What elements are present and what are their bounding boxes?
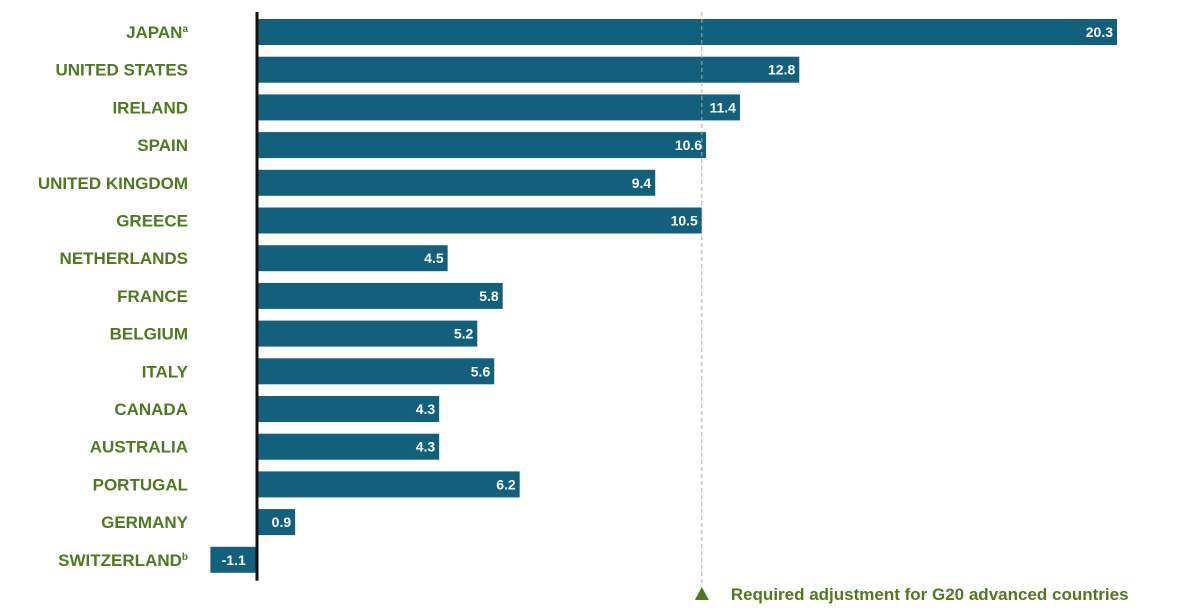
bar <box>257 207 702 234</box>
bar <box>257 282 503 309</box>
bar <box>257 509 296 536</box>
bar-value-label: 4.3 <box>416 439 436 455</box>
bar <box>257 433 440 460</box>
category-label: IRELAND <box>112 98 188 117</box>
legend: Required adjustment for G20 advanced cou… <box>694 585 1129 604</box>
legend-label: Required adjustment for G20 advanced cou… <box>731 585 1129 604</box>
category-label: SWITZERLANDb <box>58 551 188 570</box>
bar-value-label: -1.1 <box>222 552 246 568</box>
bar <box>210 546 257 573</box>
bar <box>257 320 478 347</box>
category-label: FRANCE <box>117 287 188 306</box>
category-label: GREECE <box>116 212 188 231</box>
category-label: PORTUGAL <box>93 475 188 494</box>
bar-value-label: 6.2 <box>496 476 516 492</box>
bar-value-label: 9.4 <box>632 175 652 191</box>
bar-value-label: 4.3 <box>416 401 436 417</box>
bar <box>257 358 495 385</box>
bar <box>257 132 707 159</box>
category-labels: JAPANa UNITED STATES IRELAND SPAIN UNITED KI… <box>38 23 189 570</box>
category-label: UNITED STATES <box>55 61 188 80</box>
category-label: NETHERLANDS <box>60 249 188 268</box>
category-label: AUSTRALIA <box>90 438 188 457</box>
bar-value-label: 5.8 <box>479 288 499 304</box>
category-label: BELGIUM <box>110 325 188 344</box>
category-label: SPAIN <box>137 136 188 155</box>
bar-value-label: 0.9 <box>272 514 292 530</box>
bar-value-label: 5.6 <box>471 363 491 379</box>
bar <box>257 94 740 121</box>
bar <box>257 56 800 83</box>
category-label: GERMANY <box>101 513 189 532</box>
bar <box>257 245 448 272</box>
bar-value-label: 5.2 <box>454 326 474 342</box>
category-label: JAPANa <box>126 23 188 42</box>
bar <box>257 396 440 422</box>
bar <box>257 169 656 196</box>
bars-group: 20.3 12.8 11.4 10.6 9.4 10.5 4.5 5.8 5.2 5.6 4.3 4.… <box>210 19 1117 573</box>
bar-value-label: 12.8 <box>768 62 795 78</box>
category-label: ITALY <box>142 362 189 381</box>
triangle-marker-icon <box>694 587 709 600</box>
bar-value-label: 20.3 <box>1086 24 1113 40</box>
bar-value-label: 10.6 <box>675 137 702 153</box>
bar-value-label: 11.4 <box>709 99 736 115</box>
bar <box>257 471 520 498</box>
bar-value-label: 10.5 <box>671 213 698 229</box>
category-label: UNITED KINGDOM <box>38 174 188 193</box>
bar <box>257 19 1117 45</box>
bar-value-label: 4.5 <box>424 250 444 266</box>
category-label: CANADA <box>114 400 188 419</box>
